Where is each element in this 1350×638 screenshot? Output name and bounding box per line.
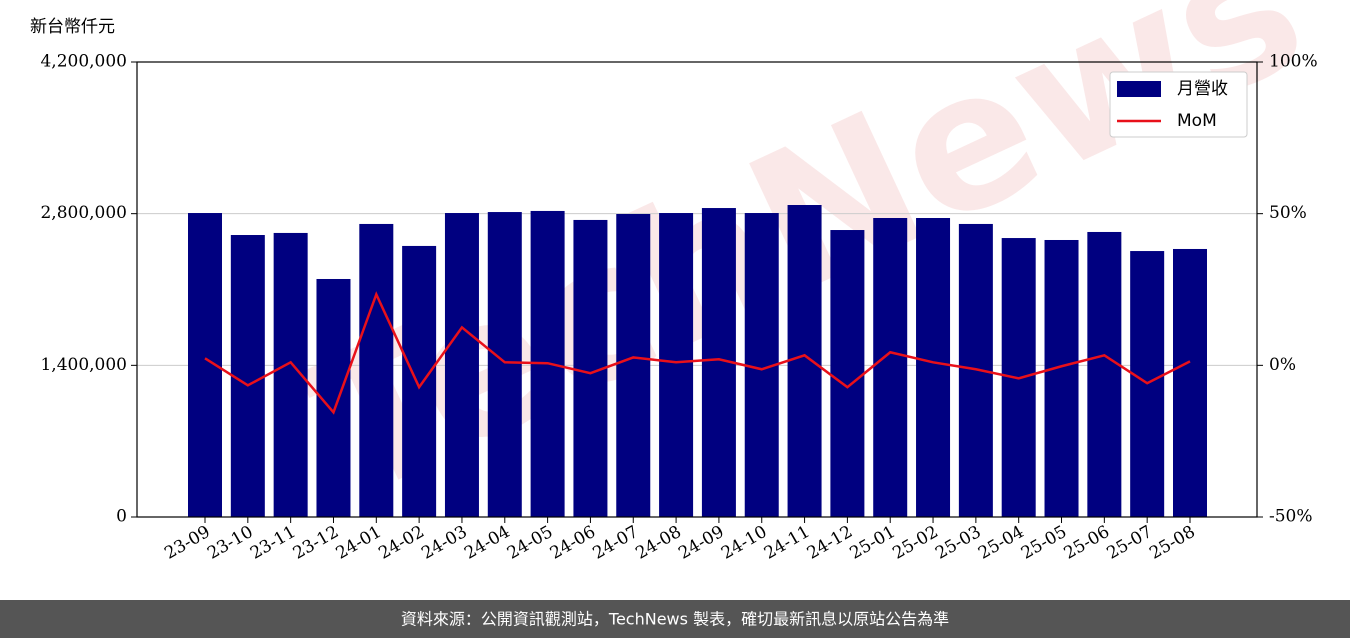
x-tick-label: 25-07 bbox=[1103, 522, 1155, 564]
bar bbox=[830, 230, 865, 517]
x-tick-label: 25-01 bbox=[847, 522, 899, 564]
plot-frame bbox=[136, 61, 1258, 518]
bar bbox=[1087, 231, 1122, 517]
x-tick-label: 24-09 bbox=[675, 522, 727, 564]
x-tick-label: 25-04 bbox=[975, 522, 1027, 564]
bar bbox=[659, 213, 694, 517]
bar bbox=[487, 212, 522, 517]
x-tick-label: 24-11 bbox=[761, 522, 813, 564]
bar bbox=[444, 213, 479, 517]
x-tick-label: 24-04 bbox=[461, 522, 513, 564]
footer-bar bbox=[0, 600, 1350, 638]
bar bbox=[230, 235, 265, 517]
y2-tick-label: 0% bbox=[1269, 355, 1296, 375]
bar bbox=[1044, 239, 1079, 517]
x-tick-label: 24-07 bbox=[590, 522, 642, 564]
mom-line bbox=[204, 291, 1191, 415]
x-tick-label: 24-01 bbox=[333, 522, 385, 564]
legend-swatch bbox=[1117, 81, 1161, 97]
legend-label: MoM bbox=[1177, 111, 1217, 131]
x-tick-label: 23-11 bbox=[247, 522, 299, 564]
bar bbox=[616, 213, 651, 517]
x-tick-label: 24-08 bbox=[632, 522, 684, 564]
footer: 資料來源：公開資訊觀測站，TechNews 製表，確切最新訊息以原站公告為準 bbox=[401, 610, 949, 629]
y-tick-label: 4,200,000 bbox=[40, 52, 127, 72]
x-tick-label: 23-10 bbox=[204, 522, 256, 564]
x-tick-label: 24-06 bbox=[547, 522, 599, 564]
legend-label: 月營收 bbox=[1177, 79, 1228, 99]
bar bbox=[1173, 248, 1207, 517]
y2-tick-label: -50% bbox=[1269, 507, 1313, 527]
bar bbox=[402, 245, 437, 517]
x-tick-label: 23-12 bbox=[290, 522, 342, 564]
bar bbox=[916, 218, 951, 517]
x-tick-label: 25-08 bbox=[1146, 522, 1198, 564]
y-tick-label: 1,400,000 bbox=[40, 355, 127, 375]
x-tick-label: 24-05 bbox=[504, 522, 556, 564]
x-tick-label: 24-03 bbox=[418, 522, 470, 564]
y-tick-label: 2,800,000 bbox=[40, 203, 127, 223]
bar bbox=[787, 205, 822, 517]
x-tick-label: 25-05 bbox=[1018, 522, 1070, 564]
y-axis-label: 新台幣仟元 bbox=[30, 17, 115, 37]
x-tick-label: 23-09 bbox=[161, 522, 213, 564]
y2-tick-label: 100% bbox=[1269, 52, 1318, 72]
x-tick-label: 25-06 bbox=[1061, 522, 1113, 564]
x-tick-label: 24-10 bbox=[718, 522, 770, 564]
x-tick-label: 25-03 bbox=[932, 522, 984, 564]
y-tick-label: 0 bbox=[116, 507, 127, 527]
bar bbox=[359, 223, 394, 518]
y2-tick-label: 50% bbox=[1269, 203, 1307, 223]
x-tick-label: 24-12 bbox=[804, 522, 856, 564]
bar bbox=[873, 218, 908, 517]
x-tick-label: 25-02 bbox=[889, 522, 941, 564]
